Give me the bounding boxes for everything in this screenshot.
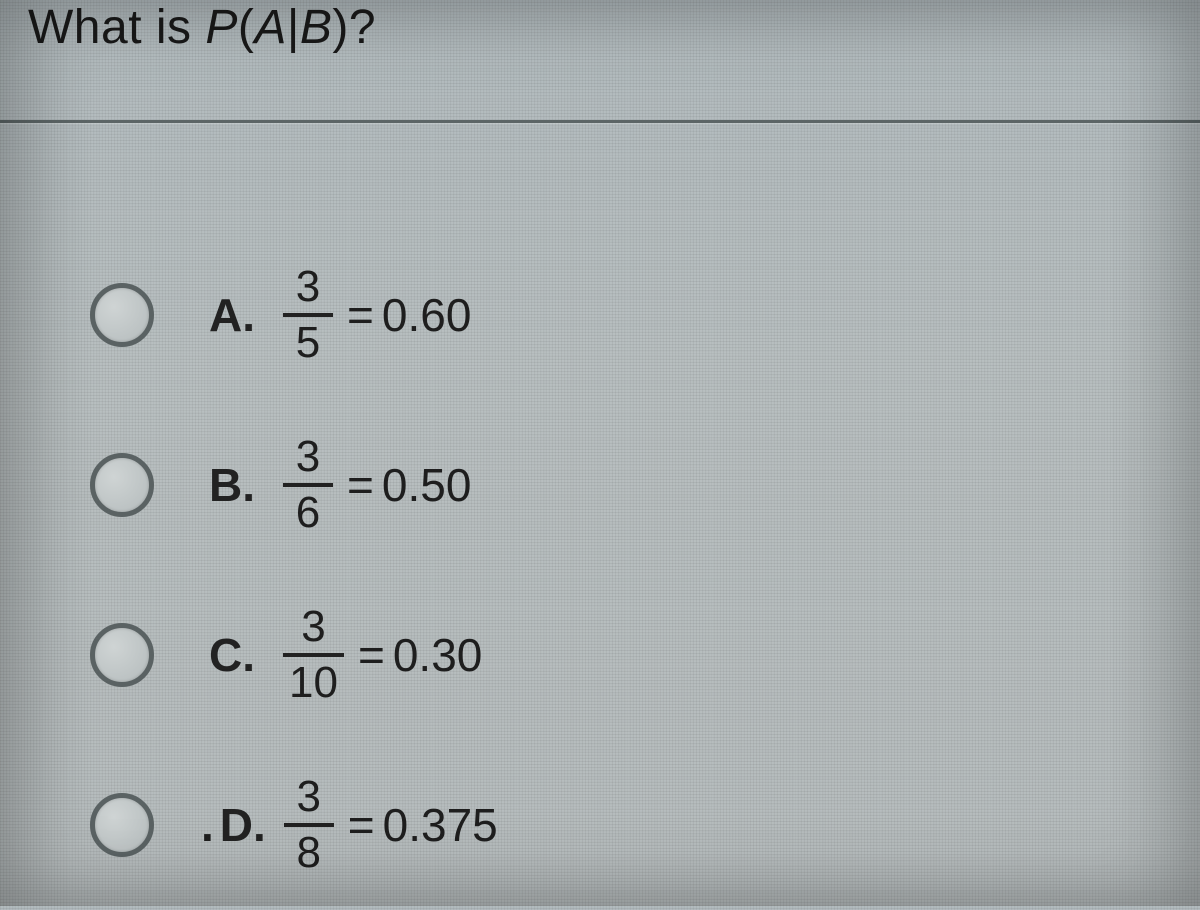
option-d[interactable]: . D. 3 8 = 0.375	[90, 740, 990, 910]
fraction-bar	[283, 653, 344, 657]
option-value: 0.375	[383, 798, 498, 852]
question-arg2: B	[300, 1, 333, 54]
question-open: (	[238, 1, 254, 54]
option-letter: A.	[209, 288, 279, 342]
fraction-numerator: 3	[291, 775, 327, 819]
fraction-denominator: 6	[290, 491, 326, 535]
option-letter: D.	[220, 798, 280, 852]
question-text: What is P(A|B)?	[28, 0, 376, 55]
leading-period: .	[201, 798, 214, 852]
equals-sign: =	[347, 458, 374, 512]
question-bar: |	[287, 1, 300, 54]
option-fraction: 3 8	[284, 775, 334, 875]
option-letter: C.	[209, 628, 279, 682]
question-prefix: What is	[28, 1, 205, 54]
fraction-denominator: 5	[290, 321, 326, 365]
fraction-denominator: 10	[283, 661, 344, 705]
equals-sign: =	[358, 628, 385, 682]
fraction-numerator: 3	[295, 605, 331, 649]
option-fraction: 3 5	[283, 265, 333, 365]
radio-d[interactable]	[90, 793, 154, 857]
fraction-numerator: 3	[290, 265, 326, 309]
fraction-denominator: 8	[291, 831, 327, 875]
option-letter: B.	[209, 458, 279, 512]
question-close: )	[332, 1, 348, 54]
option-a[interactable]: A. 3 5 = 0.60	[90, 230, 990, 400]
option-b[interactable]: B. 3 6 = 0.50	[90, 400, 990, 570]
question-suffix: ?	[349, 1, 376, 54]
fraction-bar	[283, 313, 333, 317]
fraction-numerator: 3	[290, 435, 326, 479]
fraction-bar	[283, 483, 333, 487]
horizontal-rule	[0, 120, 1200, 123]
fraction-bar	[284, 823, 334, 827]
option-fraction: 3 6	[283, 435, 333, 535]
equals-sign: =	[348, 798, 375, 852]
radio-a[interactable]	[90, 283, 154, 347]
question-arg1: A	[254, 1, 287, 54]
options-group: A. 3 5 = 0.60 B. 3 6 = 0.50 C. 3 10 = 0.…	[90, 230, 990, 910]
radio-c[interactable]	[90, 623, 154, 687]
option-value: 0.60	[382, 288, 472, 342]
option-value: 0.30	[393, 628, 483, 682]
option-value: 0.50	[382, 458, 472, 512]
option-c[interactable]: C. 3 10 = 0.30	[90, 570, 990, 740]
question-func: P	[205, 1, 238, 54]
option-fraction: 3 10	[283, 605, 344, 705]
equals-sign: =	[347, 288, 374, 342]
radio-b[interactable]	[90, 453, 154, 517]
